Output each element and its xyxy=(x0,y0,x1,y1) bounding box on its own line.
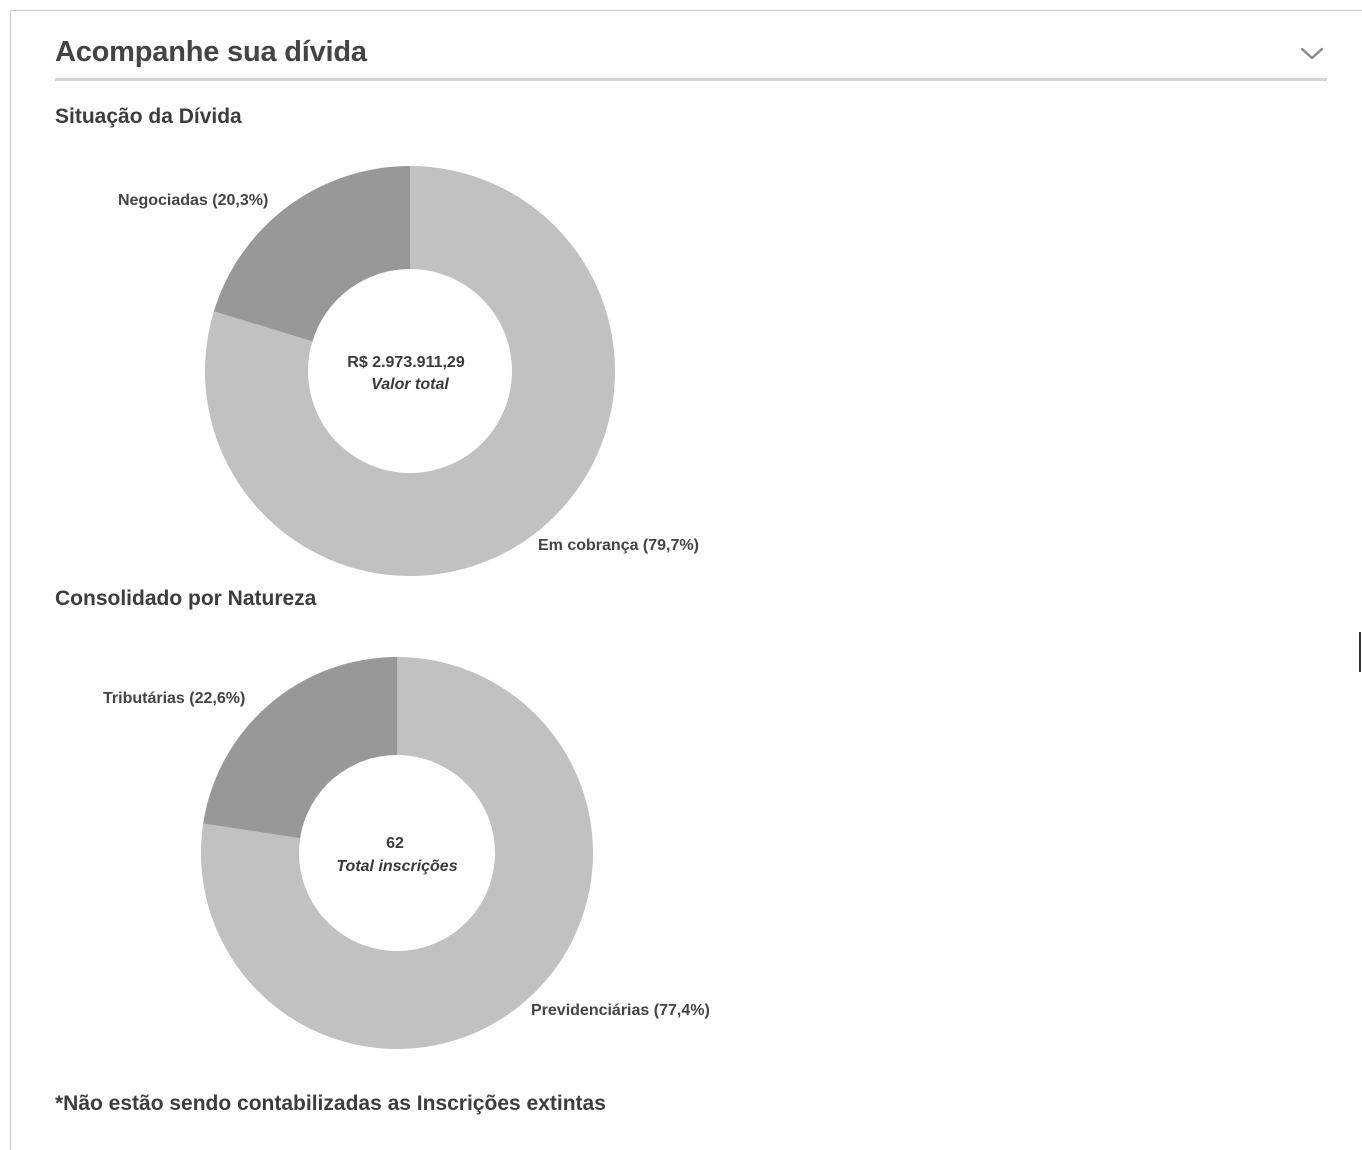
chart-situacao-divida: Em cobrança (79,7%) Negociadas (20,3%) R… xyxy=(118,166,699,576)
donut-slice-1[interactable] xyxy=(213,166,410,342)
donut-slice-0[interactable] xyxy=(200,657,593,1049)
slice-label-em-cobranca: Em cobrança (79,7%) xyxy=(538,537,699,554)
debt-panel xyxy=(10,10,1362,1150)
slice-label-negociadas: Negociadas (20,3%) xyxy=(118,192,268,209)
slice-label-tributarias: Tributárias (22,6%) xyxy=(103,690,245,707)
donut-slice-1[interactable] xyxy=(203,657,397,839)
chart-consolidado-natureza: Previdenciárias (77,4%) Tributárias (22,… xyxy=(103,657,710,1049)
chart-slices xyxy=(204,166,615,576)
panel-title: Acompanhe sua dívida xyxy=(55,36,367,68)
center-caption-inscricoes: Total inscrições xyxy=(336,858,457,875)
section-title-natureza: Consolidado por Natureza xyxy=(55,587,317,610)
center-value-total: R$ 2.973.911,29 xyxy=(347,354,465,371)
panel-header: Acompanhe sua dívida xyxy=(55,36,1327,81)
slice-label-previdenciarias: Previdenciárias (77,4%) xyxy=(531,1002,710,1019)
footnote: *Não estão sendo contabilizadas as Inscr… xyxy=(55,1092,606,1115)
donut-slice-0[interactable] xyxy=(204,166,615,576)
scrollbar[interactable] xyxy=(1359,632,1361,672)
collapse-button[interactable] xyxy=(1297,38,1327,68)
center-value-inscricoes: 62 xyxy=(386,835,404,852)
section-title-situacao: Situação da Dívida xyxy=(55,105,242,128)
center-caption-total: Valor total xyxy=(371,376,449,393)
chart-slices xyxy=(200,657,593,1049)
chevron-down-icon xyxy=(1300,47,1324,60)
